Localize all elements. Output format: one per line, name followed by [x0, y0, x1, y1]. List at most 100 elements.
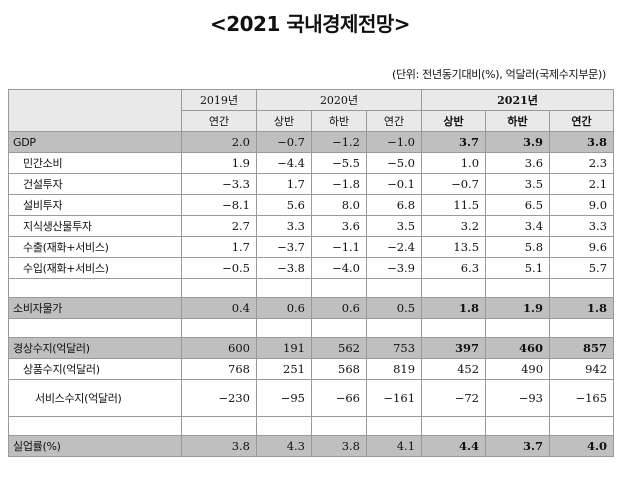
cell-value: −0.1 — [365, 173, 423, 195]
cell-value: 11.5 — [421, 194, 487, 216]
cell-value: −0.5 — [181, 257, 257, 279]
cell-value: 1.8 — [421, 297, 487, 319]
header-period: 상반 — [421, 110, 487, 132]
header-period: 하반 — [485, 110, 551, 132]
cell-value: 460 — [485, 337, 551, 359]
cell-value: −1.1 — [311, 236, 367, 258]
row-label: 수출(재화+서비스) — [8, 236, 182, 258]
page-title: <2021 국내경제전망> — [209, 12, 411, 36]
table-row: 건설투자 −3.3 1.7 −1.8 −0.1 −0.7 3.5 2.1 — [8, 173, 615, 195]
cell-value: 3.2 — [421, 215, 487, 237]
cell-value: −1.8 — [311, 173, 367, 195]
row-label: 상품수지(억달러) — [8, 358, 182, 380]
cell-value: 4.4 — [421, 435, 487, 457]
cell-value: 600 — [181, 337, 257, 359]
cell-value: 6.8 — [365, 194, 423, 216]
cell-value: −3.3 — [181, 173, 257, 195]
cell-value: −95 — [256, 379, 312, 417]
cell-value: 6.3 — [421, 257, 487, 279]
cell-value: −165 — [549, 379, 615, 417]
row-label: 설비투자 — [8, 194, 182, 216]
cell-value: 2.3 — [549, 152, 615, 174]
cell-value: 9.6 — [549, 236, 615, 258]
cell-value: 568 — [311, 358, 367, 380]
cell-value: 4.3 — [256, 435, 312, 457]
cell-value: −4.4 — [256, 152, 312, 174]
spacer-row — [8, 416, 615, 436]
table-row: 상품수지(억달러) 768 251 568 819 452 490 942 — [8, 358, 615, 380]
header-period: 연간 — [181, 110, 257, 132]
cell-value: −230 — [181, 379, 257, 417]
cell-value: 5.8 — [485, 236, 551, 258]
row-label: 건설투자 — [8, 173, 182, 195]
header-row-periods: 연간 상반 하반 연간 상반 하반 연간 — [9, 110, 615, 132]
table-row: 설비투자 −8.1 5.6 8.0 6.8 11.5 6.5 9.0 — [8, 194, 615, 216]
cell-value: 1.7 — [256, 173, 312, 195]
cell-value: 3.5 — [485, 173, 551, 195]
cell-value: 0.6 — [256, 297, 312, 319]
cell-value: −4.0 — [311, 257, 367, 279]
table-row: 민간소비 1.9 −4.4 −5.5 −5.0 1.0 3.6 2.3 — [8, 152, 615, 174]
cell-value: 1.9 — [181, 152, 257, 174]
cell-value: 819 — [365, 358, 423, 380]
cell-value: 2.0 — [181, 131, 257, 153]
cell-value: 768 — [181, 358, 257, 380]
cell-value: 4.1 — [365, 435, 423, 457]
cell-value: 3.8 — [311, 435, 367, 457]
cell-value: −66 — [311, 379, 367, 417]
cell-value: 397 — [421, 337, 487, 359]
cell-value: 0.4 — [181, 297, 257, 319]
cell-value: 6.5 — [485, 194, 551, 216]
cell-value: 5.6 — [256, 194, 312, 216]
table-row: 소비자물가 0.4 0.6 0.6 0.5 1.8 1.9 1.8 — [8, 297, 615, 319]
cell-value: −3.8 — [256, 257, 312, 279]
cell-value: 452 — [421, 358, 487, 380]
cell-value: 1.9 — [485, 297, 551, 319]
cell-value: 13.5 — [421, 236, 487, 258]
header-period: 연간 — [549, 110, 615, 132]
row-label: 실업률(%) — [8, 435, 182, 457]
cell-value: 3.6 — [485, 152, 551, 174]
table-row: GDP 2.0 −0.7 −1.2 −1.0 3.7 3.9 3.8 — [8, 131, 615, 153]
row-label: 민간소비 — [8, 152, 182, 174]
table-row: 서비스수지(억달러) −230 −95 −66 −161 −72 −93 −16… — [8, 379, 615, 417]
spacer-row — [8, 278, 615, 298]
cell-value: −3.7 — [256, 236, 312, 258]
cell-value: 1.7 — [181, 236, 257, 258]
cell-value: 562 — [311, 337, 367, 359]
row-label: GDP — [8, 131, 182, 153]
cell-value: 4.0 — [549, 435, 615, 457]
cell-value: 3.5 — [365, 215, 423, 237]
cell-value: −5.5 — [311, 152, 367, 174]
header-empty — [8, 89, 182, 132]
cell-value: −2.4 — [365, 236, 423, 258]
cell-value: −0.7 — [256, 131, 312, 153]
cell-value: 3.3 — [549, 215, 615, 237]
cell-value: 3.8 — [549, 131, 615, 153]
cell-value: −3.9 — [365, 257, 423, 279]
header-2019: 2019년 — [181, 89, 257, 111]
cell-value: −1.0 — [365, 131, 423, 153]
cell-value: 9.0 — [549, 194, 615, 216]
cell-value: 3.6 — [311, 215, 367, 237]
cell-value: 857 — [549, 337, 615, 359]
cell-value: 3.4 — [485, 215, 551, 237]
cell-value: −72 — [421, 379, 487, 417]
row-label: 경상수지(억달러) — [8, 337, 182, 359]
cell-value: 0.5 — [365, 297, 423, 319]
header-period: 하반 — [311, 110, 367, 132]
cell-value: 3.8 — [181, 435, 257, 457]
table-row: 수입(재화+서비스) −0.5 −3.8 −4.0 −3.9 6.3 5.1 5… — [8, 257, 615, 279]
cell-value: −0.7 — [421, 173, 487, 195]
cell-value: 3.3 — [256, 215, 312, 237]
cell-value: −93 — [485, 379, 551, 417]
row-label: 지식생산물투자 — [8, 215, 182, 237]
cell-value: 3.7 — [485, 435, 551, 457]
row-label: 수입(재화+서비스) — [8, 257, 182, 279]
cell-value: 2.7 — [181, 215, 257, 237]
cell-value: −1.2 — [311, 131, 367, 153]
table-row: 실업률(%) 3.8 4.3 3.8 4.1 4.4 3.7 4.0 — [8, 435, 615, 457]
cell-value: 490 — [485, 358, 551, 380]
cell-value: 2.1 — [549, 173, 615, 195]
cell-value: 1.8 — [549, 297, 615, 319]
